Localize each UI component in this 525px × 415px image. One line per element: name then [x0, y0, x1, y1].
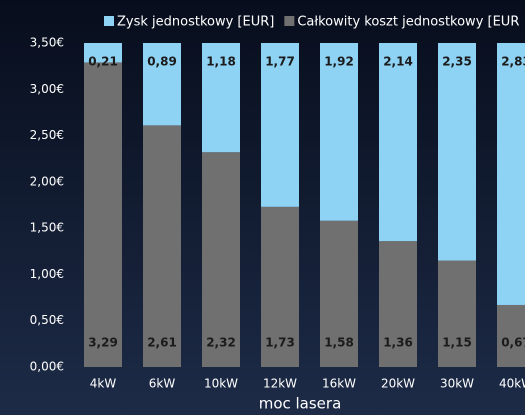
data-label: 2,35 [442, 55, 472, 69]
x-tick-label: 20kW [381, 377, 415, 391]
bar-segment [320, 220, 358, 367]
legend-label: Zysk jednostkowy [EUR] [117, 15, 274, 30]
x-tick-label: 30kW [440, 377, 474, 391]
y-tick-label: 1,00€ [30, 267, 64, 281]
legend-swatch [104, 16, 114, 26]
legend-swatch [284, 16, 295, 26]
x-tick-label: 16kW [322, 377, 356, 391]
x-tick-label: 12kW [263, 377, 297, 391]
data-label: 2,14 [383, 55, 413, 69]
y-tick-label: 0,50€ [30, 313, 64, 327]
bar-segment [438, 43, 476, 261]
bar-segment [320, 43, 358, 221]
x-tick-label: 4kW [90, 377, 117, 391]
x-tick-label: 6kW [149, 377, 176, 391]
data-label: 1,18 [206, 55, 236, 69]
bar-segment [143, 43, 181, 126]
bar-segment [84, 62, 122, 367]
data-label: 1,15 [442, 336, 472, 350]
data-label: 3,29 [88, 336, 118, 350]
x-axis-label: moc lasera [259, 395, 342, 413]
x-tick-label: 40kW [499, 377, 525, 391]
bar-segment [379, 43, 417, 242]
data-label: 1,58 [324, 336, 354, 350]
bar-segment [497, 304, 525, 367]
bar-segment [143, 125, 181, 367]
data-label: 2,61 [147, 336, 177, 350]
data-label: 0,89 [147, 55, 177, 69]
data-label: 1,92 [324, 55, 354, 69]
y-tick-label: 2,00€ [30, 174, 64, 188]
bar-segment [261, 43, 299, 207]
legend-label: Całkowity koszt jednostkowy [EUR [297, 15, 519, 30]
data-label: 0,21 [88, 55, 118, 69]
y-tick-label: 1,50€ [30, 221, 64, 235]
data-label: 1,36 [383, 336, 413, 350]
y-tick-label: 3,00€ [30, 82, 64, 96]
bar-segment [497, 43, 525, 305]
bar-segment [261, 206, 299, 367]
y-tick-label: 0,00€ [30, 360, 64, 374]
bar-segment [84, 43, 122, 63]
bar-segment [379, 241, 417, 367]
y-tick-label: 3,50€ [30, 36, 64, 50]
data-label: 2,32 [206, 336, 236, 350]
bar-segment [202, 43, 240, 153]
data-label: 1,77 [265, 55, 295, 69]
data-label: 1,73 [265, 336, 295, 350]
data-label: 2,83 [501, 55, 525, 69]
data-label: 0,67 [501, 336, 525, 350]
y-tick-label: 2,50€ [30, 128, 64, 142]
bar-segment [438, 260, 476, 367]
bar-segment [202, 152, 240, 367]
x-tick-label: 10kW [204, 377, 238, 391]
